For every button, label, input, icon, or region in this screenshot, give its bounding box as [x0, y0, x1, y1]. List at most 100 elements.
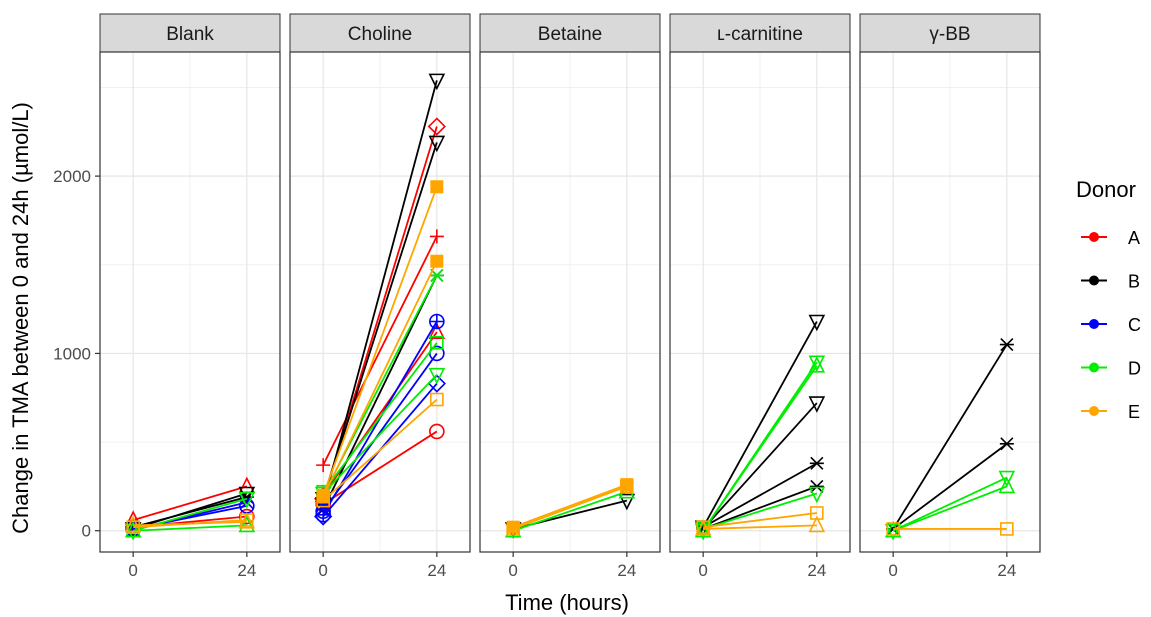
series-line	[322, 142, 438, 500]
panel-border	[479, 51, 661, 553]
data-point	[999, 337, 1014, 352]
panel-strip-label: γ-BB	[929, 24, 970, 45]
panel-strip-label: Betaine	[538, 24, 602, 45]
legend-label: E	[1128, 402, 1140, 422]
data-point	[315, 503, 331, 520]
series-line	[702, 462, 818, 528]
series-line	[702, 485, 818, 530]
data-point	[886, 522, 900, 536]
panel-choline: Choline 0 24	[289, 13, 471, 580]
x-tick-label: 0	[508, 561, 517, 580]
panel-carnitine: ʟ-carnitine 0 24	[669, 13, 851, 580]
data-point	[808, 356, 826, 373]
legend-label: C	[1128, 315, 1141, 335]
legend-title: Donor	[1076, 177, 1136, 202]
data-point	[809, 456, 824, 470]
series-line	[322, 275, 438, 510]
series-line	[892, 344, 1008, 530]
series-line	[322, 80, 438, 505]
series-line	[703, 524, 817, 530]
series-line	[133, 524, 247, 532]
data-point	[808, 314, 826, 332]
data-point	[314, 507, 333, 526]
panel-strip	[859, 13, 1041, 53]
panel-strip	[669, 13, 851, 53]
data-point	[238, 515, 256, 533]
data-point	[428, 367, 446, 385]
series-line	[892, 476, 1008, 532]
data-point	[430, 335, 444, 350]
data-point	[316, 493, 330, 508]
legend-key-point	[1089, 319, 1099, 329]
series-carnitine-d-6	[694, 486, 826, 539]
legend-key-point	[1089, 406, 1099, 416]
data-point	[884, 523, 902, 541]
x-tick-label: 24	[237, 561, 256, 580]
series-line	[512, 483, 628, 529]
x-tick-label: 24	[427, 561, 446, 580]
series-line	[702, 492, 818, 530]
series-betaine-e-3	[506, 479, 634, 536]
series-blank-e-9	[124, 512, 256, 533]
legend-key-point	[1089, 362, 1099, 373]
panels-layer: Blank 0 24 Choline 0 24 Betaine 0 24 ʟ-carnitine 0…	[99, 13, 1041, 580]
series-line	[132, 496, 248, 529]
data-point	[430, 254, 444, 268]
data-point	[506, 522, 520, 536]
legend-key-point	[1089, 275, 1099, 286]
panel-blank: Blank 0 24	[99, 13, 281, 580]
panel-border	[669, 51, 851, 553]
series-line	[512, 485, 628, 530]
data-point	[430, 180, 444, 194]
data-point	[808, 515, 826, 533]
series-line	[702, 402, 818, 530]
data-point	[998, 470, 1016, 488]
series-line	[892, 443, 1008, 530]
legend-item-c: C	[1081, 315, 1141, 335]
series-line	[703, 512, 817, 529]
series-line	[322, 260, 438, 498]
data-point	[694, 519, 712, 536]
legend-item-e: E	[1081, 402, 1140, 422]
series-line	[702, 321, 818, 528]
series-line	[322, 398, 438, 502]
legend: Donor A B C D E	[1076, 177, 1141, 422]
legend-key-point	[1089, 232, 1099, 242]
series-blank-d-7	[124, 515, 256, 538]
y-axis-title: Change in TMA between 0 and 24h (µmol/L)	[8, 102, 33, 534]
data-point	[618, 493, 636, 511]
data-point	[998, 476, 1016, 494]
series-bb-d-2	[884, 470, 1016, 541]
x-tick-label: 24	[617, 561, 636, 580]
data-point	[809, 479, 824, 493]
data-point	[694, 522, 712, 539]
data-point	[429, 423, 445, 440]
data-point	[124, 520, 142, 538]
data-point	[430, 392, 444, 407]
data-point	[620, 479, 634, 494]
series-line	[322, 430, 438, 505]
y-tick-label: 0	[82, 522, 91, 541]
series-line	[322, 374, 438, 495]
data-point	[239, 508, 255, 525]
x-tick-label: 0	[698, 561, 707, 580]
panel-strip	[289, 13, 471, 53]
series-line	[702, 365, 818, 532]
series-line	[512, 490, 628, 532]
series-choline-e-15	[316, 392, 444, 508]
data-point	[238, 512, 256, 529]
data-point	[428, 135, 446, 153]
legend-label: B	[1128, 272, 1140, 292]
panel-strip-label: ʟ-carnitine	[717, 24, 803, 45]
legend-item-d: D	[1081, 359, 1141, 379]
x-tick-label: 24	[807, 561, 826, 580]
data-point	[428, 73, 446, 91]
x-tick-label: 24	[997, 561, 1016, 580]
data-point	[126, 520, 140, 534]
legend-label: A	[1128, 228, 1140, 248]
axes-layer: Time (hours) Change in TMA between 0 and…	[8, 102, 629, 615]
data-point	[808, 486, 826, 504]
data-point	[429, 229, 444, 244]
panel-strip-label: Blank	[166, 24, 214, 45]
